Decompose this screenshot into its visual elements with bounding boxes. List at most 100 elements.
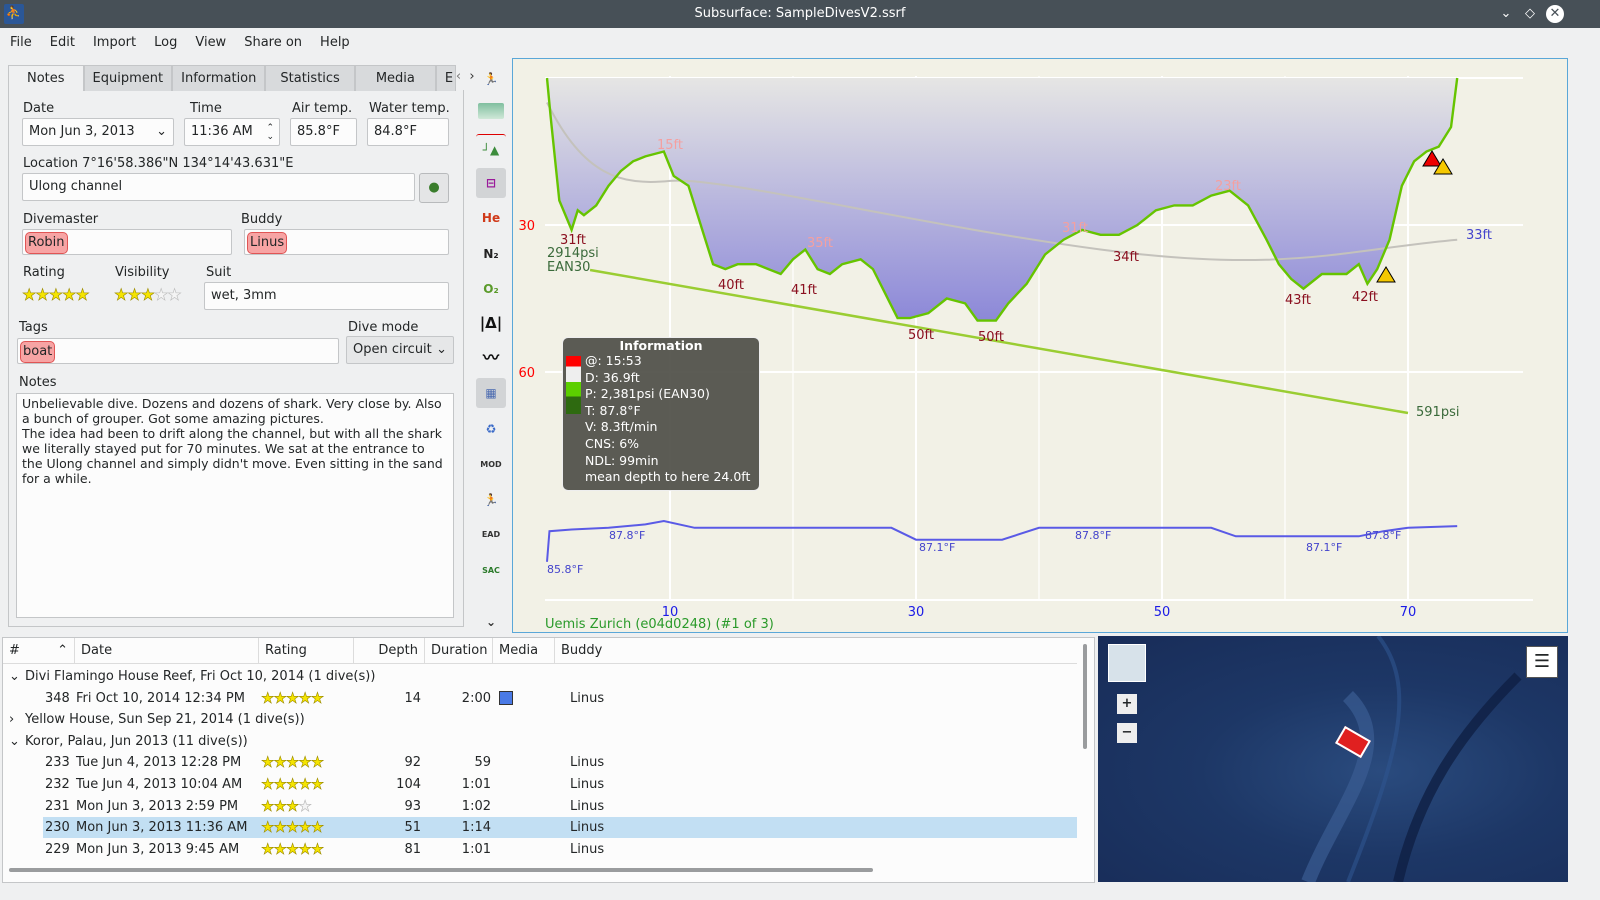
menu-import[interactable]: Import (92, 34, 137, 50)
tag-chip[interactable]: boat (20, 341, 56, 363)
watertemp-input[interactable]: 84.8°F (367, 118, 449, 146)
zoom-out-button[interactable]: − (1117, 723, 1137, 743)
depth-label: 35ft (807, 236, 833, 251)
tab-extra[interactable]: E (435, 65, 456, 91)
airtemp-input[interactable]: 85.8°F (290, 118, 357, 146)
info-line: D: 36.9ft (585, 369, 640, 385)
trip-row[interactable]: ⌄ Divi Flamingo House Reef, Fri Oct 10, 2… (3, 666, 1077, 687)
temperature-label: 85.8°F (547, 563, 583, 576)
scale-icon[interactable]: 〰 (482, 348, 499, 367)
menu-log[interactable]: Log (154, 34, 178, 50)
time-input[interactable]: 11:36 AM ⌃ ⌄ (184, 118, 280, 146)
dive-row[interactable]: 233 Tue Jun 4, 2013 12:28 PM ★★★★★ 92 59… (3, 752, 1077, 773)
ndl-icon[interactable]: 🏃 (483, 493, 499, 507)
gas-label: EAN30 (547, 260, 590, 275)
media-icon[interactable]: ▦ (476, 378, 506, 408)
chevron-left-icon[interactable]: ‹ (455, 69, 462, 84)
tab-notes[interactable]: Notes (8, 65, 84, 91)
end-pressure-label: 591psi (1416, 405, 1459, 420)
vertical-scrollbar[interactable] (1083, 644, 1087, 749)
col-depth[interactable]: Depth (354, 638, 425, 664)
suit-input[interactable]: wet, 3mm (204, 282, 449, 310)
divemaster-chip[interactable]: Robin (25, 232, 68, 254)
minimize-icon[interactable]: ⌄ (1500, 6, 1512, 21)
tags-input[interactable]: boat (17, 338, 339, 364)
divemode-select[interactable]: Open circuit ⌄ (346, 336, 454, 364)
tab-information[interactable]: Information (172, 65, 266, 91)
sac-icon[interactable]: SAC (482, 566, 500, 575)
dive-rating: ★★★★★ (261, 688, 325, 707)
expand-open-icon[interactable]: ⌄ (9, 669, 20, 684)
dive-duration: 2:00 (461, 690, 491, 706)
location-input[interactable]: Ulong channel (22, 173, 415, 201)
info-gauge-icon (566, 356, 581, 414)
ruler-icon[interactable]: |Δ| (479, 314, 503, 332)
menu-file[interactable]: File (10, 34, 32, 50)
depth-profile-line (545, 77, 1459, 322)
window-title: Subsurface: SampleDivesV2.ssrf (694, 6, 906, 21)
rating-stars[interactable]: ★★★★★ (22, 285, 90, 305)
dive-row[interactable]: 229 Mon Jun 3, 2013 9:45 AM ★★★★★ 81 1:0… (3, 839, 1077, 860)
ceiling-icon[interactable] (478, 103, 504, 119)
dive-row[interactable]: 232 Tue Jun 4, 2013 10:04 AM ★★★★★ 104 1… (3, 774, 1077, 795)
menu-help[interactable]: Help (320, 34, 350, 50)
divemaster-input[interactable]: Robin (22, 229, 232, 255)
trip-label: Divi Flamingo House Reef, Fri Oct 10, 20… (25, 669, 376, 684)
map-view[interactable]: + − ☰ (1098, 636, 1568, 882)
dive-depth: 51 (404, 820, 421, 836)
o2-icon[interactable]: O₂ (483, 282, 499, 296)
tab-scroll[interactable]: ‹ › (455, 65, 486, 91)
chevron-down-icon[interactable]: ⌄ (485, 615, 497, 629)
col-duration[interactable]: Duration (425, 638, 493, 664)
sort-up-icon: ⌃ (57, 643, 68, 658)
zoom-in-button[interactable]: + (1117, 694, 1137, 714)
temperature-label: 87.8°F (1075, 529, 1111, 542)
notes-textarea[interactable]: Unbelievable dive. Dozens and dozens of … (16, 393, 454, 618)
menu-icon[interactable]: ☰ (1526, 646, 1558, 678)
expand-open-icon[interactable]: ⌄ (9, 733, 20, 749)
col-media[interactable]: Media (493, 638, 555, 664)
date-label: Date (23, 101, 55, 116)
dive-row[interactable]: 230 Mon Jun 3, 2013 11:36 AM ★★★★★ 51 1:… (43, 817, 1077, 839)
ead-icon[interactable]: EAD (481, 530, 501, 539)
trip-row[interactable]: › Yellow House, Sun Sep 21, 2014 (1 dive(… (3, 709, 1077, 730)
dive-row[interactable]: 231 Mon Jun 3, 2013 2:59 PM ★★★ ★ ★ 93 1:0… (3, 796, 1077, 817)
buddy-chip[interactable]: Linus (247, 232, 288, 254)
dive-row[interactable]: 348 Fri Oct 10, 2014 12:34 PM ★★★★★ 14 2… (3, 688, 1077, 709)
tab-statistics[interactable]: Statistics (265, 65, 355, 91)
n2-icon[interactable]: N₂ (483, 247, 499, 261)
tab-equipment[interactable]: Equipment (83, 65, 173, 91)
dive-profile[interactable]: 30 60 10 30 50 70 31ft 15ft 40ft 41ft 35ft 50ft 50ft… (512, 58, 1568, 633)
mod-icon[interactable]: MOD (480, 460, 502, 469)
menu-edit[interactable]: Edit (49, 34, 75, 50)
tab-media[interactable]: Media (354, 65, 436, 91)
menu-view[interactable]: View (195, 34, 227, 50)
col-number[interactable]: # ⌃ (3, 638, 75, 664)
visibility-stars[interactable]: ★★★★★ (114, 285, 182, 305)
media-icon[interactable] (499, 690, 513, 705)
horizontal-scrollbar[interactable] (9, 868, 873, 872)
chevron-right-icon[interactable]: › (469, 69, 475, 84)
col-date[interactable]: Date (75, 638, 259, 664)
col-rating[interactable]: Rating (259, 638, 354, 664)
maximize-icon[interactable]: ◇ (1525, 6, 1535, 21)
map-type-icon[interactable] (1108, 644, 1146, 682)
profile-dive-icon[interactable]: 🏃 (483, 72, 499, 86)
expand-closed-icon[interactable]: › (9, 712, 15, 728)
depth-label: 40ft (718, 278, 744, 293)
tank-change-icon[interactable]: ♻ (485, 422, 497, 436)
he-icon[interactable]: He (481, 211, 501, 225)
col-buddy[interactable]: Buddy (555, 638, 1077, 664)
title-bar: ⛹ Subsurface: SampleDivesV2.ssrf ⌄ ◇ ✕ (0, 0, 1600, 28)
warning-icon (1422, 150, 1442, 167)
deco-icon[interactable]: ┘▲ (476, 134, 506, 164)
date-input[interactable]: Mon Jun 3, 2013 ⌄ (22, 118, 174, 146)
calc-ceiling-icon[interactable]: ⊟ (476, 168, 506, 198)
menu-share[interactable]: Share on (244, 34, 303, 50)
trip-row[interactable]: ⌄ Koror, Palau, Jun 2013 (11 dive(s)) (3, 731, 1077, 752)
globe-icon[interactable]: ● (419, 173, 449, 203)
close-icon[interactable]: ✕ (1546, 5, 1564, 23)
buddy-input[interactable]: Linus (244, 229, 449, 255)
depth-tick: 60 (518, 366, 535, 381)
spin-icon[interactable]: ⌃ ⌄ (266, 123, 274, 142)
